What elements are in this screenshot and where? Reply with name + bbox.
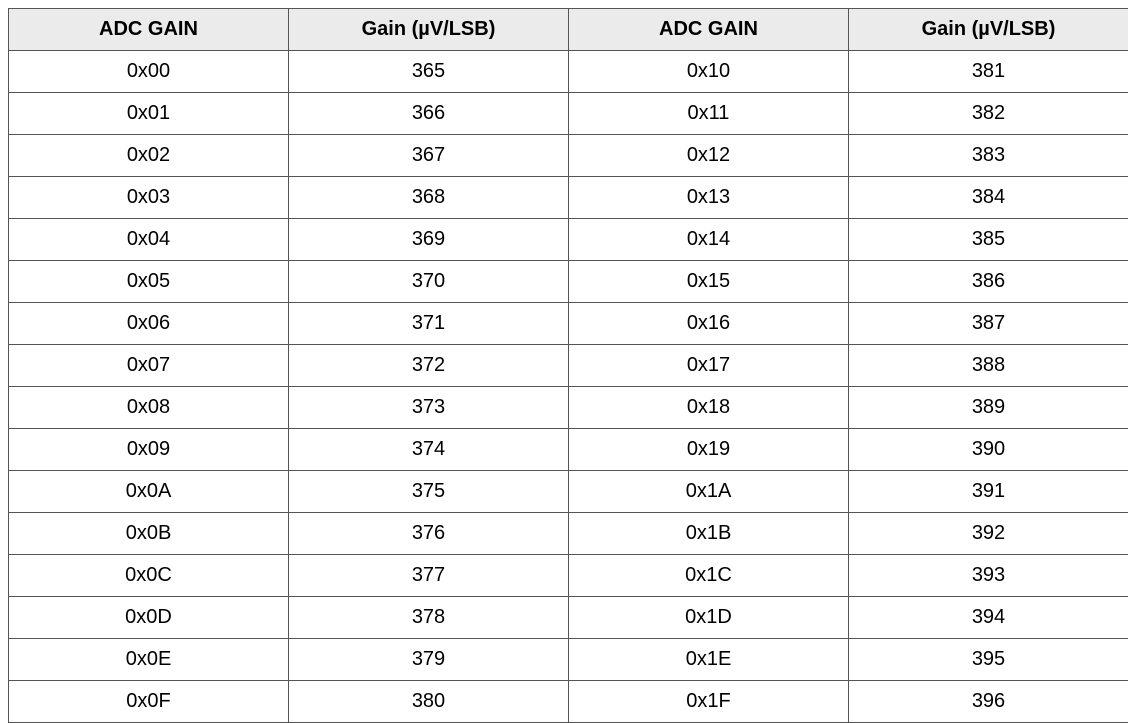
adc-gain-cell: 0x08 (9, 387, 289, 429)
gain-value-cell: 378 (289, 597, 569, 639)
gain-value-cell: 375 (289, 471, 569, 513)
gain-value-cell: 395 (849, 639, 1128, 681)
gain-value-cell: 369 (289, 219, 569, 261)
gain-value-cell: 384 (849, 177, 1128, 219)
adc-gain-cell: 0x11 (569, 93, 849, 135)
header-gain-1: Gain (µV/LSB) (289, 9, 569, 51)
gain-value-cell: 386 (849, 261, 1128, 303)
adc-gain-cell: 0x09 (9, 429, 289, 471)
gain-value-cell: 391 (849, 471, 1128, 513)
gain-value-cell: 376 (289, 513, 569, 555)
adc-gain-cell: 0x1E (569, 639, 849, 681)
header-adc-gain-2: ADC GAIN (569, 9, 849, 51)
gain-value-cell: 380 (289, 681, 569, 723)
gain-value-cell: 396 (849, 681, 1128, 723)
gain-value-cell: 390 (849, 429, 1128, 471)
adc-gain-cell: 0x18 (569, 387, 849, 429)
adc-gain-cell: 0x0B (9, 513, 289, 555)
adc-gain-cell: 0x1C (569, 555, 849, 597)
adc-gain-cell: 0x12 (569, 135, 849, 177)
adc-gain-cell: 0x0F (9, 681, 289, 723)
adc-gain-cell: 0x05 (9, 261, 289, 303)
adc-gain-cell: 0x0C (9, 555, 289, 597)
adc-gain-cell: 0x19 (569, 429, 849, 471)
adc-gain-cell: 0x07 (9, 345, 289, 387)
adc-gain-cell: 0x13 (569, 177, 849, 219)
adc-gain-cell: 0x0A (9, 471, 289, 513)
gain-value-cell: 389 (849, 387, 1128, 429)
gain-value-cell: 377 (289, 555, 569, 597)
adc-gain-cell: 0x01 (9, 93, 289, 135)
gain-value-cell: 387 (849, 303, 1128, 345)
gain-value-cell: 371 (289, 303, 569, 345)
header-gain-2: Gain (µV/LSB) (849, 9, 1128, 51)
gain-value-cell: 374 (289, 429, 569, 471)
adc-gain-cell: 0x02 (9, 135, 289, 177)
gain-value-cell: 370 (289, 261, 569, 303)
adc-gain-cell: 0x03 (9, 177, 289, 219)
adc-gain-cell: 0x0E (9, 639, 289, 681)
gain-value-cell: 392 (849, 513, 1128, 555)
adc-gain-cell: 0x06 (9, 303, 289, 345)
header-row: ADC GAIN Gain (µV/LSB) ADC GAIN Gain (µV… (9, 9, 1128, 51)
adc-gain-cell: 0x15 (569, 261, 849, 303)
gain-value-cell: 366 (289, 93, 569, 135)
gain-value-cell: 394 (849, 597, 1128, 639)
gain-value-cell: 385 (849, 219, 1128, 261)
adc-gain-cell: 0x1B (569, 513, 849, 555)
adc-gain-table: ADC GAIN Gain (µV/LSB) ADC GAIN Gain (µV… (8, 8, 1128, 723)
gain-value-cell: 365 (289, 51, 569, 93)
adc-gain-cell: 0x1F (569, 681, 849, 723)
gain-value-cell: 367 (289, 135, 569, 177)
table-header: ADC GAIN Gain (µV/LSB) ADC GAIN Gain (µV… (9, 9, 1128, 51)
adc-gain-cell: 0x10 (569, 51, 849, 93)
adc-gain-cell: 0x00 (9, 51, 289, 93)
adc-gain-cell: 0x1D (569, 597, 849, 639)
gain-value-cell: 379 (289, 639, 569, 681)
adc-gain-cell: 0x1A (569, 471, 849, 513)
gain-value-cell: 373 (289, 387, 569, 429)
adc-gain-cell: 0x16 (569, 303, 849, 345)
adc-gain-cell: 0x14 (569, 219, 849, 261)
header-adc-gain-1: ADC GAIN (9, 9, 289, 51)
gain-value-cell: 393 (849, 555, 1128, 597)
gain-value-cell: 381 (849, 51, 1128, 93)
gain-value-cell: 383 (849, 135, 1128, 177)
gain-value-cell: 368 (289, 177, 569, 219)
adc-gain-cell: 0x04 (9, 219, 289, 261)
adc-gain-cell: 0x17 (569, 345, 849, 387)
gain-value-cell: 382 (849, 93, 1128, 135)
adc-gain-cell: 0x0D (9, 597, 289, 639)
gain-value-cell: 372 (289, 345, 569, 387)
gain-value-cell: 388 (849, 345, 1128, 387)
